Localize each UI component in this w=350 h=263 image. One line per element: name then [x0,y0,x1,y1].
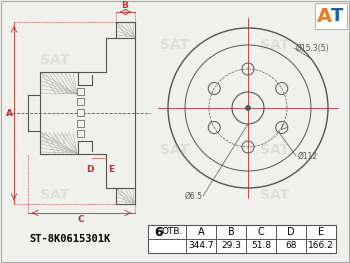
Text: 6: 6 [154,225,163,239]
Text: A: A [6,109,13,118]
Text: SAT: SAT [160,143,190,157]
Bar [77,88,84,95]
Text: B: B [121,1,128,9]
Text: E: E [108,165,114,174]
Text: E: E [318,227,324,237]
Text: C: C [78,215,84,225]
Text: 166.2: 166.2 [308,241,334,250]
Text: 51.8: 51.8 [251,241,271,250]
Text: SAT: SAT [40,53,70,67]
Circle shape [245,105,251,110]
Text: A: A [316,7,331,26]
Text: SAT: SAT [160,38,190,52]
Bar [77,98,84,105]
Text: C: C [258,227,264,237]
Text: 344.7: 344.7 [188,241,214,250]
Text: 29.3: 29.3 [221,241,241,250]
Text: D: D [86,165,94,174]
Text: B: B [228,227,234,237]
Text: T: T [331,7,343,25]
Bar [148,225,336,253]
Text: 68: 68 [285,241,297,250]
Bar [77,109,84,116]
Text: SAT: SAT [40,133,70,147]
Text: Ø6.5: Ø6.5 [185,191,203,200]
Bar [77,120,84,127]
Text: SAT: SAT [260,143,290,157]
Text: D: D [287,227,295,237]
Text: A: A [198,227,204,237]
Text: OTB.: OTB. [162,227,183,236]
Text: SAT: SAT [260,188,290,202]
Text: SAT: SAT [260,38,290,52]
Text: Ø112: Ø112 [298,151,318,160]
Text: ST-8K0615301K: ST-8K0615301K [29,234,111,244]
Text: Ø15.3(5): Ø15.3(5) [296,43,330,53]
Bar [315,3,347,29]
Bar [77,130,84,137]
Text: SAT: SAT [40,188,70,202]
